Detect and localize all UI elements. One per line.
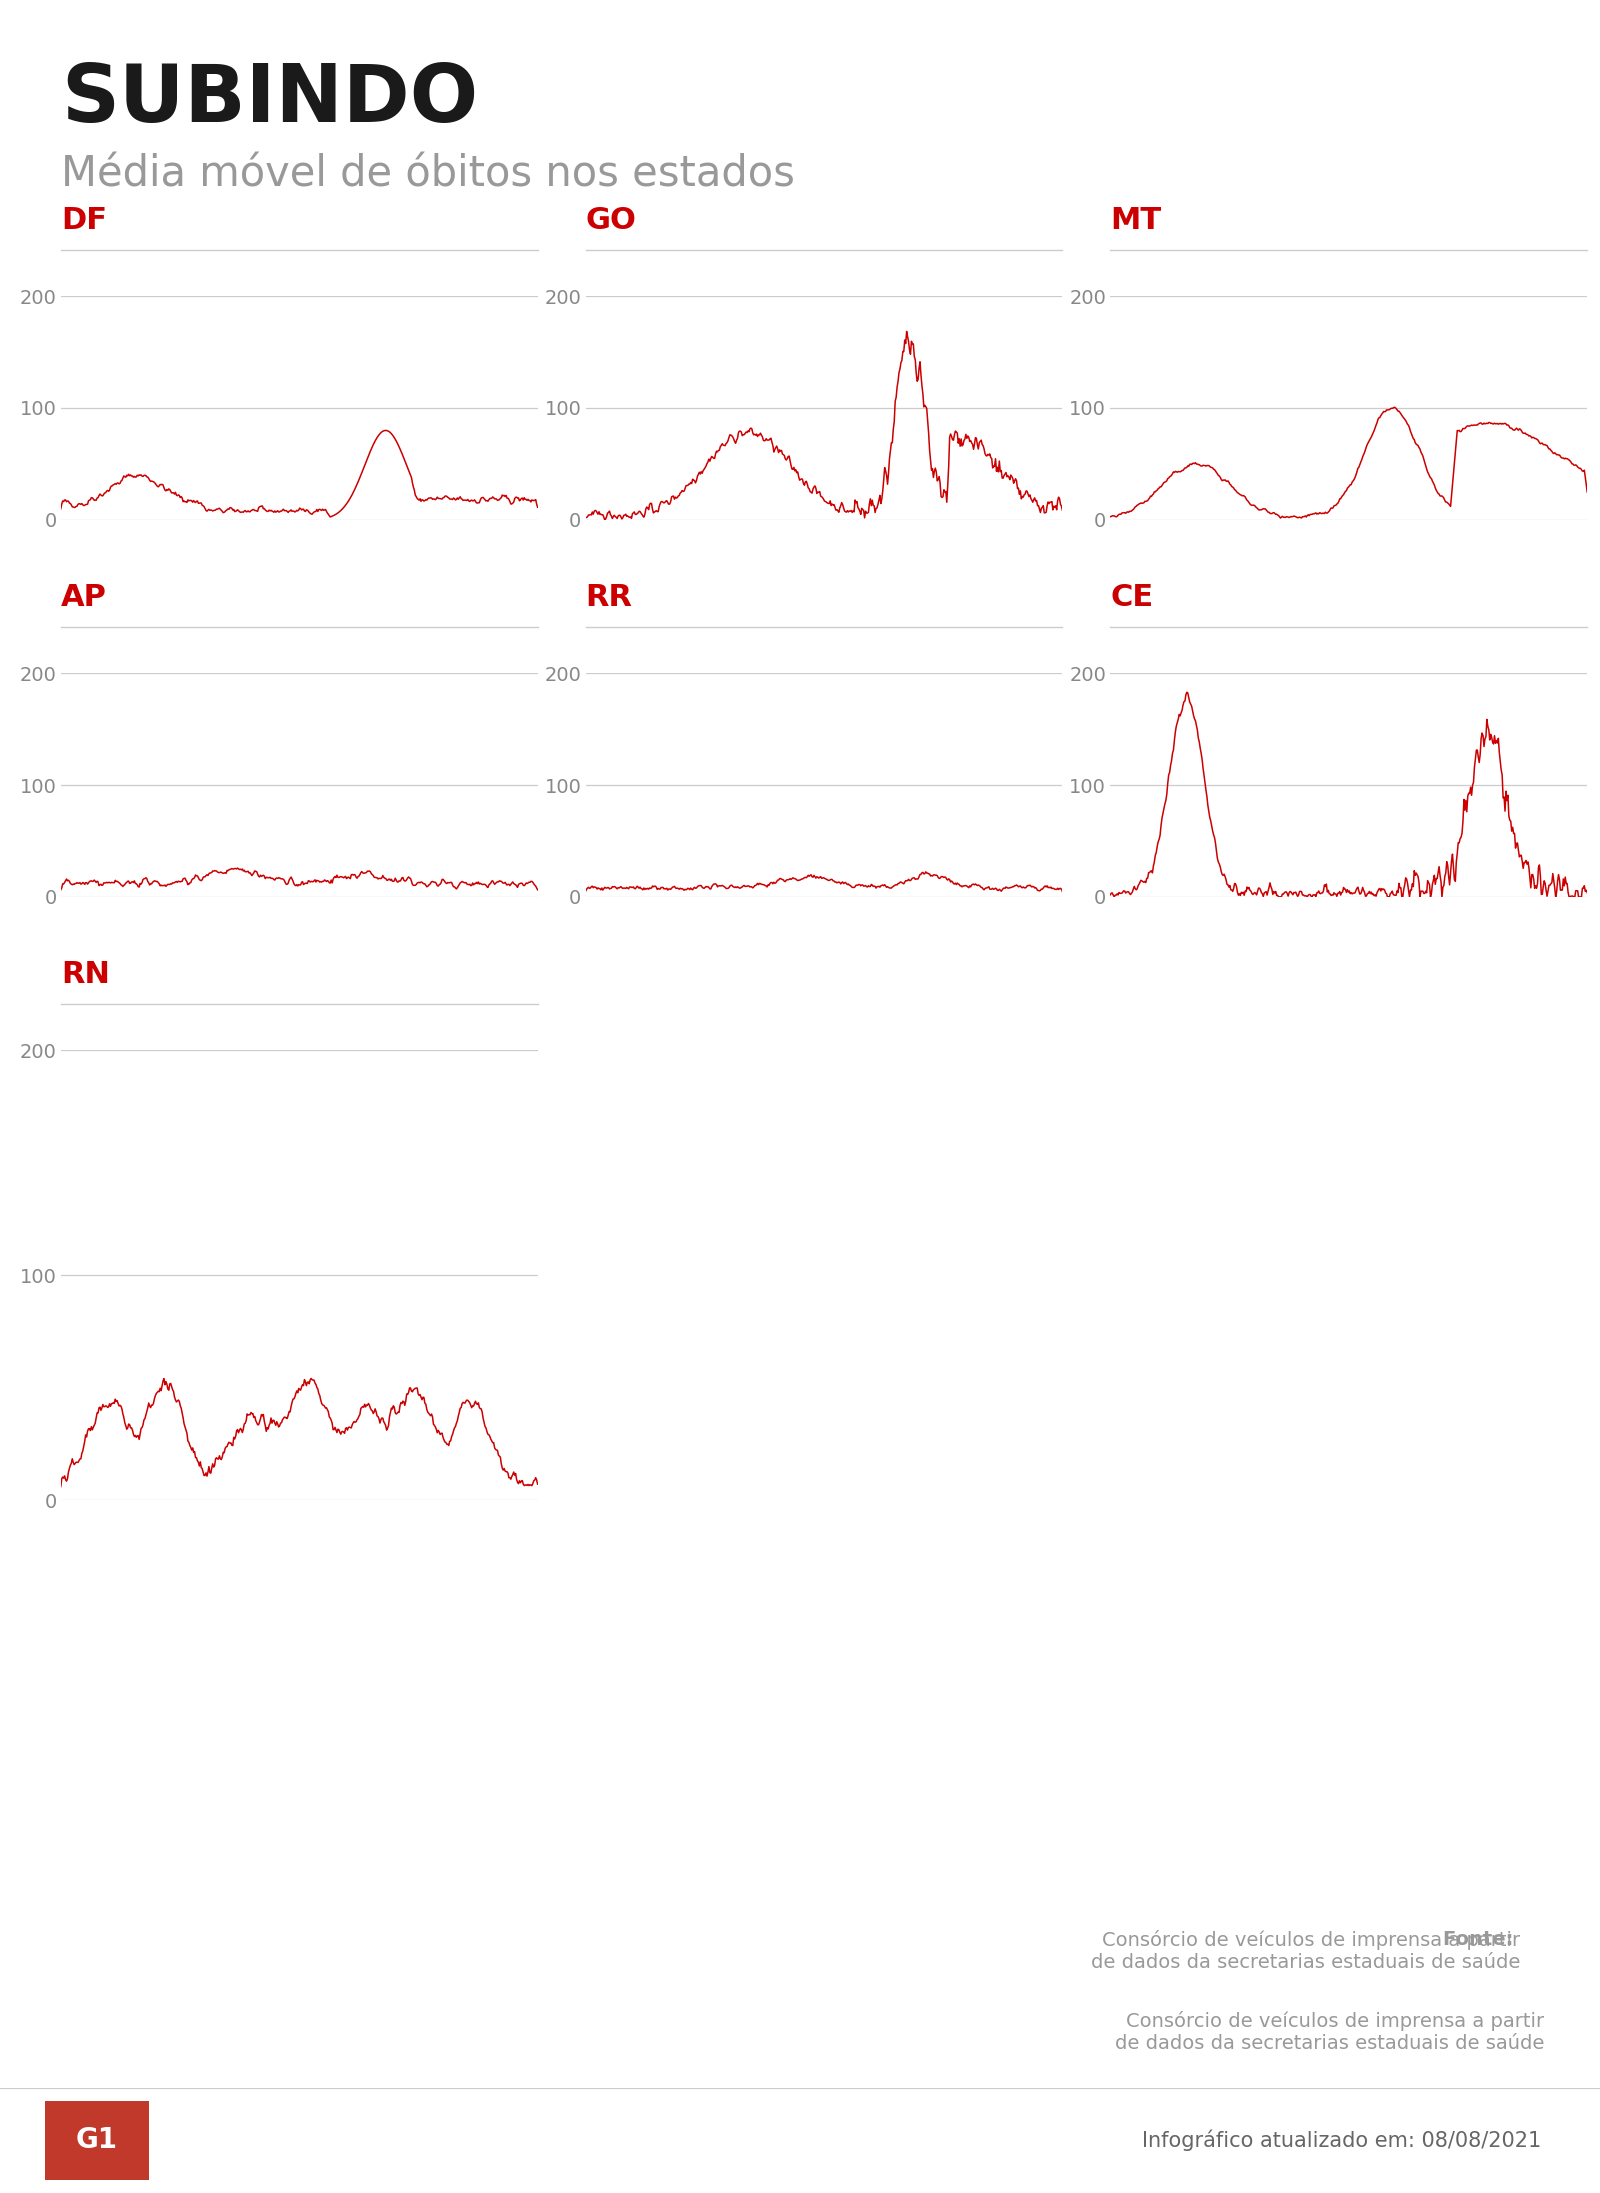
Text: Fonte:: Fonte: bbox=[1474, 2011, 1544, 2031]
Text: Consórcio de veículos de imprensa a partir
de dados da secretarias estaduais de : Consórcio de veículos de imprensa a part… bbox=[1091, 1930, 1520, 1972]
Text: CE: CE bbox=[1110, 583, 1154, 612]
Text: Fonte: Consórcio de veículos de imprensa a partir
de dados da secretarias estadu: Fonte: Consórcio de veículos de imprensa… bbox=[1059, 2011, 1544, 2053]
Text: Consórcio de veículos de imprensa a partir
de dados da secretarias estaduais de : Consórcio de veículos de imprensa a part… bbox=[1115, 2011, 1544, 2053]
Text: GO: GO bbox=[586, 206, 637, 235]
Text: DF: DF bbox=[61, 206, 107, 235]
Text: Fonte:: Fonte: bbox=[1443, 1930, 1520, 1950]
Text: AP: AP bbox=[61, 583, 107, 612]
Text: RN: RN bbox=[61, 961, 110, 989]
Text: G1: G1 bbox=[75, 2127, 118, 2154]
Text: SUBINDO: SUBINDO bbox=[61, 61, 478, 140]
Text: RR: RR bbox=[586, 583, 632, 612]
Text: Infográfico atualizado em: 08/08/2021: Infográfico atualizado em: 08/08/2021 bbox=[1141, 2129, 1541, 2151]
Text: Média móvel de óbitos nos estados: Média móvel de óbitos nos estados bbox=[61, 154, 795, 195]
Text: MT: MT bbox=[1110, 206, 1162, 235]
FancyBboxPatch shape bbox=[45, 2101, 149, 2180]
